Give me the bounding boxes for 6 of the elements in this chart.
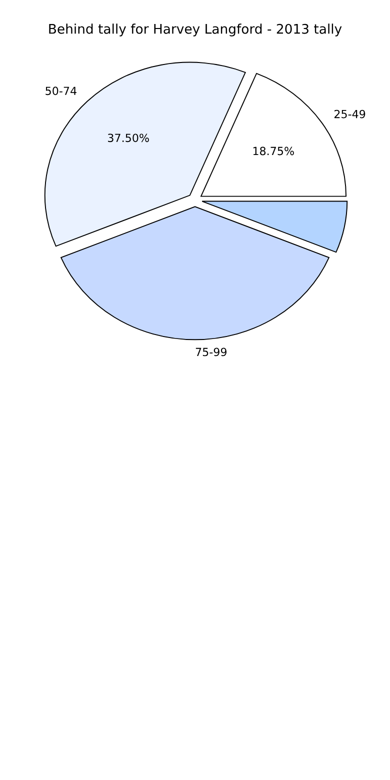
data-label: 37.50% bbox=[108, 134, 149, 142]
chart-title: Behind tally for Harvey Langford - 2013 tally bbox=[49, 24, 342, 36]
slice-label: 25-49 bbox=[334, 110, 366, 118]
slice-label: 50-74 bbox=[46, 86, 76, 96]
data-label: 18.75% bbox=[253, 146, 294, 156]
slice-label: 75-99 bbox=[196, 348, 227, 356]
